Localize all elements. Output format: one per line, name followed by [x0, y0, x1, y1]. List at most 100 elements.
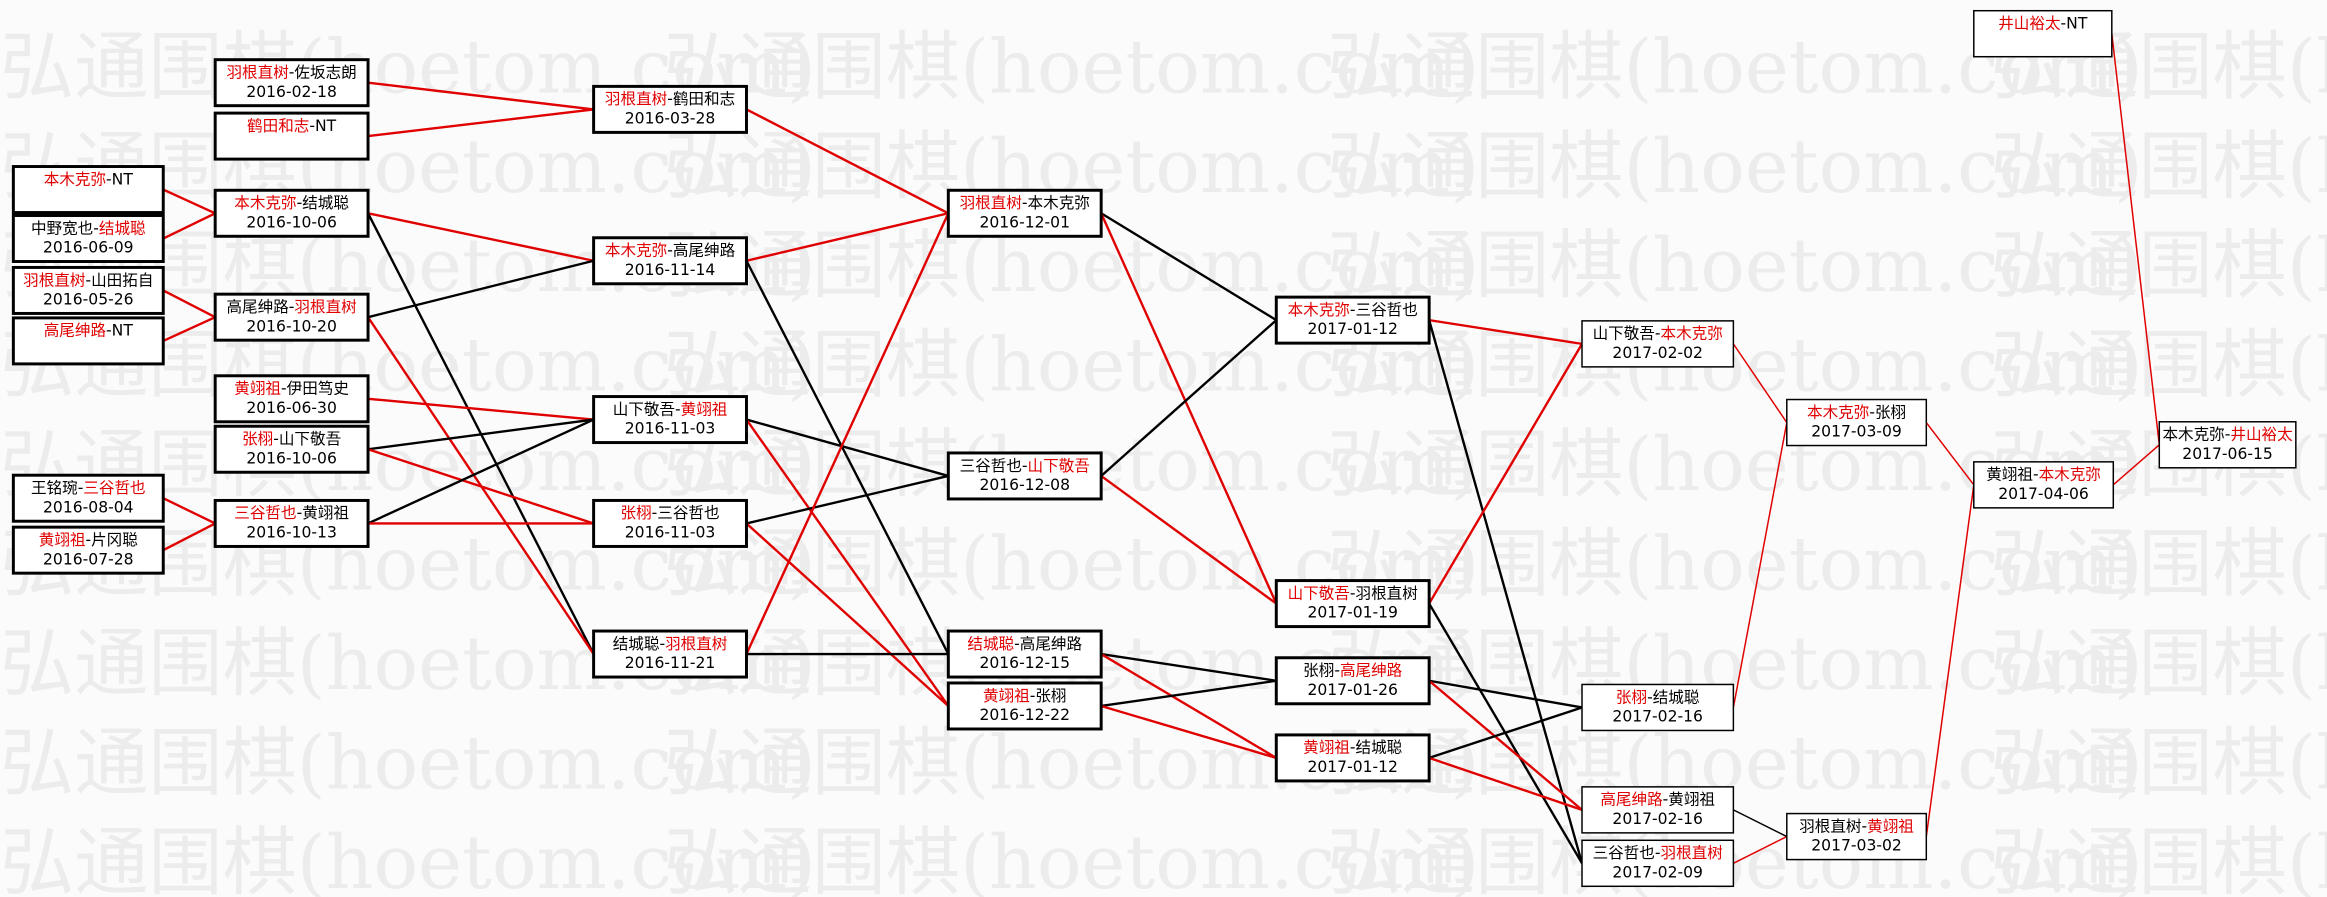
watermark-text: 弘通围棋(hoetom.com): [1327, 720, 2143, 806]
winner-line: [162, 316, 216, 342]
separator: -: [1022, 457, 1028, 475]
player-1: 高尾绅路: [44, 322, 107, 340]
winner-line: [162, 212, 216, 240]
winner-line: [745, 108, 949, 215]
match-box[interactable]: 高尾绅路-NT: [11, 316, 165, 366]
winner-line: [2112, 444, 2160, 486]
match-date: 2016-11-03: [625, 420, 716, 438]
match-box[interactable]: 张栩-三谷哲也 2016-11-03: [592, 498, 748, 548]
match-box-border: [213, 498, 370, 548]
match-box[interactable]: 三谷哲也-黄翊祖 2016-10-13: [213, 498, 370, 548]
match-box-border: [213, 111, 370, 161]
match-date: 2016-08-04: [43, 498, 134, 516]
match-box[interactable]: 井山裕太-NT: [1973, 9, 2113, 58]
player-2: 结城聪: [1356, 739, 1403, 757]
match-box-border: [213, 58, 370, 108]
match-date: 2016-12-22: [979, 706, 1070, 724]
match-players: 高尾绅路-黄翊祖: [1600, 791, 1715, 809]
match-box[interactable]: 羽根直树-山田拓自 2016-05-26: [11, 265, 165, 315]
match-box[interactable]: 羽根直树-黄翊祖 2017-03-02: [1786, 812, 1928, 861]
match-players: 黄翊祖-伊田笃史: [234, 380, 349, 398]
match-players: 羽根直树-鹤田和志: [605, 90, 735, 108]
winner-line: [1100, 704, 1277, 760]
separator: -: [289, 63, 295, 81]
player-1: 黄翊祖: [234, 380, 281, 398]
watermark-text: 弘通围棋(hoetom.com): [1990, 223, 2327, 309]
player-1: 本木克弥: [1288, 301, 1350, 319]
match-date: 2016-07-28: [43, 550, 134, 568]
match-box-border: [592, 629, 748, 679]
match-box[interactable]: 本木克弥-张栩 2017-03-09: [1786, 398, 1928, 447]
match-box-border: [11, 165, 165, 215]
match-box[interactable]: 山下敬吾-黄翊祖 2016-11-03: [592, 395, 748, 445]
match-box[interactable]: 羽根直树-佐坂志朗 2016-02-18: [213, 58, 370, 108]
match-box-border: [213, 188, 370, 238]
watermark-text: 弘通围棋(hoetom.com): [1990, 521, 2327, 607]
player-2: 佐坂志朗: [294, 63, 356, 81]
match-date: 2016-10-06: [246, 449, 337, 467]
match-players: 张栩-三谷哲也: [621, 504, 720, 522]
match-box[interactable]: 鹤田和志-NT: [213, 111, 370, 161]
match-box[interactable]: 本木克弥-NT: [11, 165, 165, 215]
match-date: 2017-02-16: [1612, 708, 1703, 726]
watermark-text: 弘通围棋(hoetom.com): [1327, 323, 2143, 409]
match-box[interactable]: 中野宽也-结城聪 2016-06-09: [11, 214, 165, 263]
loser-line: [746, 418, 949, 478]
winner-line: [746, 212, 949, 262]
winner-line: [367, 212, 594, 262]
match-box[interactable]: 张栩-结城聪 2017-02-16: [1581, 683, 1735, 732]
match-box-border: [592, 395, 748, 445]
match-box-border: [1581, 683, 1735, 732]
winner-line: [1732, 343, 1788, 423]
separator: -: [2061, 15, 2067, 33]
player-2: 井山裕太: [2230, 426, 2293, 444]
player-2: 张栩: [1875, 403, 1906, 421]
player-2: 本木克弥: [1661, 325, 1723, 343]
match-box-border: [11, 265, 165, 315]
winner-line: [162, 497, 216, 525]
match-box-border: [1786, 812, 1928, 861]
match-date: 2016-12-01: [979, 213, 1070, 231]
player-1: 山下敬吾: [613, 400, 675, 418]
player-2: 三谷哲也: [1356, 301, 1418, 319]
match-date: 2017-04-06: [1998, 485, 2089, 503]
match-box[interactable]: 山下敬吾-羽根直树 2017-01-19: [1274, 579, 1431, 629]
match-box-border: [1274, 733, 1431, 783]
player-2: NT: [2066, 15, 2088, 33]
watermark-text: 弘通围棋(hoetom.com): [1990, 124, 2327, 210]
match-players: 张栩-结城聪: [1616, 688, 1700, 706]
match-players: 山下敬吾-本木克弥: [1593, 325, 1723, 343]
match-players: 羽根直树-山田拓自: [23, 271, 153, 289]
match-players: 本木克弥-高尾绅路: [605, 242, 736, 260]
player-2: 结城聪: [1653, 688, 1700, 706]
player-1: 中野宽也: [31, 219, 93, 237]
watermark-text: 弘通围棋(hoetom.com): [1990, 323, 2327, 409]
separator: -: [675, 400, 681, 418]
separator: -: [78, 479, 84, 497]
match-box-border: [213, 424, 370, 474]
player-2: NT: [112, 322, 134, 340]
player-1: 羽根直树: [23, 271, 85, 289]
